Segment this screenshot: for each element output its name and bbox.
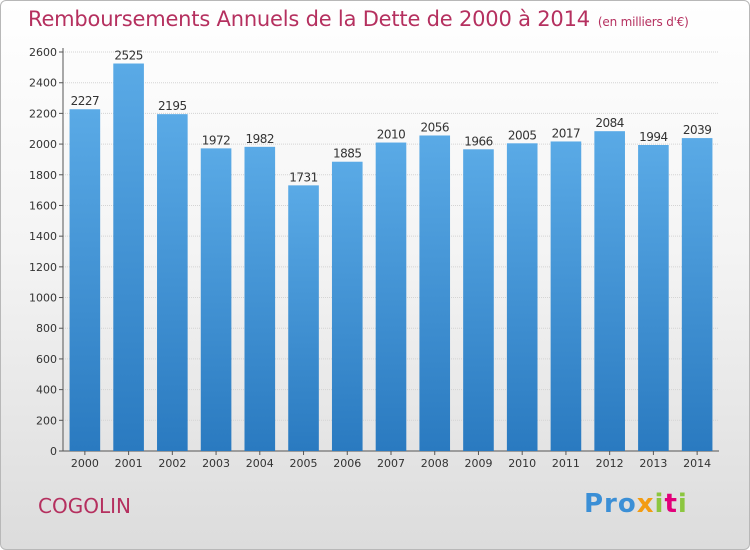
x-tick-label-2001: 2001 bbox=[115, 457, 143, 470]
y-tick-label: 2200 bbox=[29, 107, 57, 120]
bar-2008 bbox=[419, 135, 451, 451]
bar-2001 bbox=[113, 63, 144, 452]
data-labels: 2227 2525 2195 1972 1982 1731 1885 2010 2056 1966… bbox=[71, 49, 712, 185]
data-label-2012: 2084 bbox=[595, 116, 624, 130]
x-tick-label-2004: 2004 bbox=[246, 457, 274, 470]
y-tick-label: 0 bbox=[50, 445, 57, 458]
bar-2000 bbox=[69, 109, 101, 452]
y-tick-label: 1200 bbox=[29, 261, 57, 274]
data-label-2000: 2227 bbox=[71, 94, 100, 108]
bars bbox=[69, 63, 713, 452]
bar-2010 bbox=[506, 143, 538, 451]
y-tick-label: 2400 bbox=[29, 77, 57, 90]
x-tick-label-2003: 2003 bbox=[202, 457, 230, 470]
axes: 0 200 400 600 800 1000 1200 1400 1600 1800 2000 220… bbox=[29, 46, 719, 470]
data-label-2014: 2039 bbox=[683, 123, 712, 137]
bar-2006 bbox=[331, 161, 363, 451]
chart-title: Remboursements Annuels de la Dette de 20… bbox=[28, 7, 689, 31]
x-tick-label-2010: 2010 bbox=[508, 457, 536, 470]
data-label-2009: 1966 bbox=[464, 134, 493, 148]
chart-subtitle: (en milliers d'€) bbox=[597, 15, 689, 29]
x-tick-label-2000: 2000 bbox=[71, 457, 99, 470]
bar-2002 bbox=[157, 114, 188, 452]
data-label-2001: 2525 bbox=[114, 49, 143, 63]
bar-2012 bbox=[594, 131, 625, 451]
bar-2003 bbox=[200, 148, 232, 451]
x-tick-label-2007: 2007 bbox=[377, 457, 405, 470]
x-tick-label-2006: 2006 bbox=[333, 457, 361, 470]
x-tick-label-2008: 2008 bbox=[421, 457, 449, 470]
x-tick-label-2002: 2002 bbox=[158, 457, 186, 470]
y-tick-label: 200 bbox=[36, 414, 57, 427]
data-label-2002: 2195 bbox=[158, 99, 187, 113]
x-tick-label-2005: 2005 bbox=[290, 457, 318, 470]
city-name: COGOLIN bbox=[38, 494, 131, 518]
data-label-2007: 2010 bbox=[377, 128, 406, 142]
y-tick-label: 1600 bbox=[29, 199, 57, 212]
y-tick-label: 2600 bbox=[29, 46, 57, 59]
data-label-2008: 2056 bbox=[420, 120, 449, 134]
data-label-2005: 1731 bbox=[289, 170, 318, 184]
x-tick-label-2014: 2014 bbox=[683, 457, 711, 470]
x-tick-label-2012: 2012 bbox=[596, 457, 624, 470]
bar-2007 bbox=[375, 142, 407, 452]
x-tick-label-2013: 2013 bbox=[639, 457, 667, 470]
y-tick-label: 2000 bbox=[29, 138, 57, 151]
x-tick-label-2009: 2009 bbox=[464, 457, 492, 470]
y-tick-label: 600 bbox=[36, 353, 57, 366]
data-label-2011: 2017 bbox=[552, 126, 581, 140]
bar-2011 bbox=[550, 141, 582, 451]
x-tick-label-2011: 2011 bbox=[552, 457, 580, 470]
data-label-2006: 1885 bbox=[333, 147, 362, 161]
bar-2004 bbox=[244, 146, 276, 451]
bar-2013 bbox=[638, 144, 669, 452]
y-tick-label: 1400 bbox=[29, 230, 57, 243]
data-label-2003: 1972 bbox=[202, 133, 231, 147]
bar-2009 bbox=[463, 149, 494, 451]
data-label-2013: 1994 bbox=[639, 130, 668, 144]
data-label-2004: 1982 bbox=[246, 132, 275, 146]
data-label-2010: 2005 bbox=[508, 128, 537, 142]
y-tick-label: 400 bbox=[36, 384, 57, 397]
y-tick-label: 800 bbox=[36, 322, 57, 335]
chart-title-text: Remboursements Annuels de la Dette de 20… bbox=[28, 7, 590, 31]
y-tick-label: 1800 bbox=[29, 169, 57, 182]
bar-2005 bbox=[288, 185, 319, 451]
y-tick-label: 1000 bbox=[29, 292, 57, 305]
bar-2014 bbox=[681, 138, 713, 451]
proxiti-logo: Proxiti bbox=[584, 489, 688, 519]
